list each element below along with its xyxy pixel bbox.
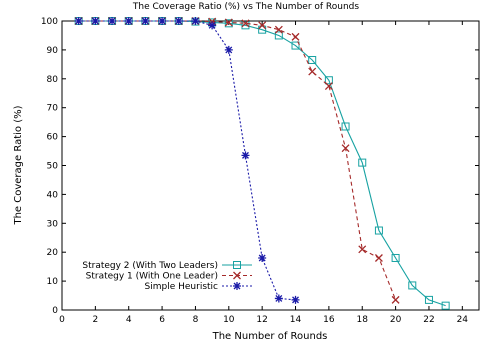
legend-marker: [233, 282, 241, 290]
y-tick-label: 100: [41, 17, 58, 27]
chart-title: The Coverage Ratio (%) vs The Number of …: [132, 2, 359, 12]
y-tick-label: 10: [47, 277, 59, 287]
y-tick-label: 70: [47, 104, 59, 114]
y-tick-label: 0: [52, 306, 58, 316]
x-tick-label: 22: [423, 315, 434, 325]
data-point: [224, 45, 233, 54]
data-point: [324, 76, 333, 85]
data-point: [391, 253, 400, 262]
x-tick-label: 2: [92, 315, 98, 325]
data-point: [374, 226, 383, 235]
data-point: [108, 17, 117, 25]
data-point: [158, 17, 167, 25]
x-tick-label: 10: [223, 315, 235, 325]
x-tick-label: 4: [126, 315, 132, 325]
data-point: [391, 295, 400, 304]
x-tick-label: 12: [256, 315, 267, 325]
data-point: [174, 17, 183, 25]
data-point: [308, 67, 317, 76]
data-point: [91, 17, 100, 25]
legend-marker: [233, 271, 241, 280]
data-point: [224, 18, 233, 27]
y-tick-label: 60: [47, 133, 59, 143]
y-tick-label: 50: [47, 162, 59, 172]
y-tick-label: 20: [47, 248, 59, 258]
data-point: [141, 17, 150, 25]
data-point: [274, 294, 283, 303]
data-point: [241, 19, 250, 28]
y-tick-label: 30: [47, 219, 59, 229]
legend-label: Strategy 2 (With Two Leaders): [82, 261, 218, 271]
y-axis-label: The Coverage Ratio (%): [13, 105, 24, 225]
data-point: [324, 82, 333, 90]
data-point: [308, 56, 317, 65]
series-line: [78, 20, 397, 301]
x-tick-label: 16: [323, 315, 335, 325]
x-tick-label: 6: [159, 315, 165, 325]
x-tick-label: 14: [290, 315, 302, 325]
data-point: [341, 144, 350, 153]
data-point: [258, 21, 267, 30]
data-point: [374, 254, 383, 262]
data-point: [341, 122, 350, 131]
series-3: [74, 17, 300, 304]
data-point: [124, 17, 133, 25]
data-point: [358, 245, 367, 254]
data-point: [291, 32, 300, 41]
x-tick-label: 0: [59, 315, 65, 325]
data-point: [408, 281, 417, 290]
data-point: [358, 158, 367, 167]
y-tick-label: 40: [47, 190, 59, 200]
data-point: [191, 17, 200, 25]
legend-marker: [233, 261, 241, 269]
x-tick-label: 24: [457, 315, 469, 325]
data-point: [291, 295, 300, 304]
y-tick-label: 90: [47, 46, 59, 56]
data-point: [241, 151, 250, 160]
data-point: [424, 295, 433, 304]
x-tick-label: 18: [357, 315, 369, 325]
data-point: [274, 25, 283, 34]
x-tick-label: 8: [193, 315, 199, 325]
data-point: [441, 301, 450, 310]
legend-label: Simple Heuristic: [145, 282, 219, 292]
legend-label: Strategy 1 (With One Leader): [86, 272, 218, 282]
x-tick-label: 20: [390, 315, 402, 325]
x-axis-label: The Number of Rounds: [212, 331, 328, 342]
data-point: [258, 253, 267, 262]
data-point: [274, 31, 283, 40]
legend: Strategy 2 (With Two Leaders)Strategy 1 …: [82, 261, 252, 292]
data-point: [74, 17, 83, 25]
y-tick-label: 80: [47, 75, 59, 85]
data-point: [224, 19, 233, 28]
data-point: [241, 21, 250, 30]
data-point: [208, 21, 217, 30]
data-point: [291, 41, 300, 50]
